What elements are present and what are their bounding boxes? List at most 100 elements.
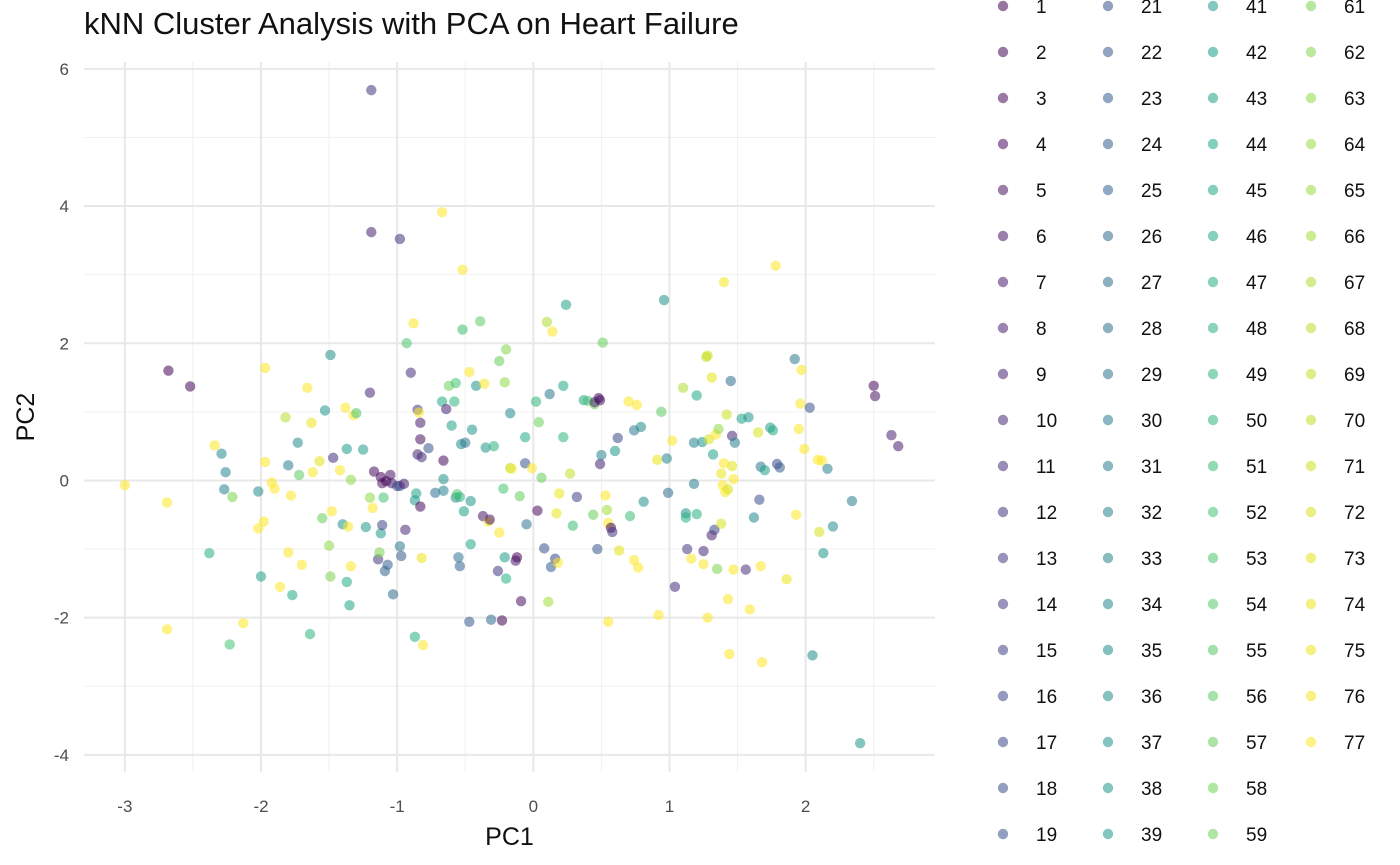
data-point (446, 420, 457, 431)
legend-key (997, 414, 1009, 426)
legend-label: 67 (1344, 273, 1365, 294)
data-point (653, 609, 664, 621)
data-point (707, 449, 719, 460)
legend-key (1305, 460, 1317, 472)
data-point (680, 512, 692, 523)
legend-label: 75 (1344, 641, 1365, 662)
data-point (417, 639, 429, 651)
data-point (227, 491, 238, 503)
legend-key (1102, 276, 1114, 288)
data-point (357, 444, 369, 455)
data-point (292, 437, 303, 448)
data-point (632, 562, 644, 573)
data-point (119, 480, 131, 491)
data-point (748, 512, 760, 523)
legend-key (997, 138, 1009, 150)
data-point (253, 486, 264, 497)
axis-labels: -3 -2 -1 0 1 2 -4 -2 0 2 4 6 (54, 60, 811, 816)
data-point (601, 504, 613, 516)
data-point (500, 344, 512, 355)
legend-key (997, 0, 1009, 12)
legend-label: 42 (1246, 43, 1267, 64)
data-point (691, 390, 702, 401)
legend-label: 43 (1246, 89, 1267, 110)
data-point (344, 600, 355, 611)
legend-key (1102, 552, 1114, 564)
legend-label: 61 (1344, 0, 1365, 18)
data-point (713, 423, 724, 435)
data-point (571, 491, 583, 503)
legend-label: 37 (1141, 733, 1162, 754)
legend-key (1102, 414, 1114, 426)
data-point (366, 226, 377, 238)
legend-label: 39 (1141, 825, 1162, 846)
data-point (536, 472, 547, 483)
data-point (728, 564, 739, 575)
data-point (594, 458, 606, 470)
legend: 1234567891011121314151617181921222324252… (997, 0, 1366, 846)
legend-label: 7 (1036, 273, 1047, 294)
legend-label: 8 (1036, 319, 1047, 340)
legend-key (1207, 690, 1219, 702)
data-point (484, 514, 495, 525)
data-point (367, 502, 378, 514)
legend-key (1207, 368, 1219, 380)
data-point (600, 490, 611, 501)
data-point (725, 375, 736, 387)
data-point (662, 487, 674, 499)
data-point (458, 506, 470, 517)
legend-key (1207, 552, 1219, 564)
data-point (790, 509, 802, 520)
data-point (886, 429, 897, 441)
legend-key (1102, 368, 1114, 380)
legend-key (1305, 322, 1317, 334)
legend-label: 10 (1036, 411, 1057, 432)
data-point (385, 469, 396, 481)
legend-label: 64 (1344, 135, 1366, 156)
data-point (413, 407, 425, 418)
legend-key (1207, 414, 1219, 426)
x-tick-label: -3 (117, 797, 132, 816)
data-point (314, 456, 325, 467)
data-point (163, 365, 174, 376)
x-axis-title: PC1 (485, 823, 534, 851)
data-point (541, 316, 553, 328)
legend-label: 24 (1141, 135, 1163, 156)
y-tick-label: 4 (60, 197, 69, 216)
data-point (283, 460, 294, 471)
legend-label: 69 (1344, 365, 1365, 386)
legend-key (1102, 506, 1114, 518)
legend-label: 68 (1344, 319, 1365, 340)
data-point (366, 84, 377, 96)
legend-key (1207, 322, 1219, 334)
legend-label: 52 (1246, 503, 1267, 524)
data-point (551, 508, 562, 519)
data-point (726, 460, 738, 472)
data-point (460, 437, 471, 448)
legend-key (1207, 736, 1219, 748)
legend-label: 6 (1036, 227, 1047, 248)
data-point (488, 440, 500, 452)
legend-label: 36 (1141, 687, 1162, 708)
data-point (416, 552, 427, 564)
legend-key (1102, 230, 1114, 242)
legend-label: 59 (1246, 825, 1267, 846)
data-point (702, 612, 713, 623)
data-point (259, 456, 271, 468)
legend-label: 74 (1344, 595, 1366, 616)
legend-key (997, 276, 1009, 288)
legend-label: 51 (1246, 457, 1267, 478)
data-point (818, 547, 829, 559)
data-point (492, 565, 504, 577)
data-point (539, 543, 550, 554)
data-point (430, 487, 441, 499)
data-point (868, 380, 879, 391)
legend-label: 66 (1344, 227, 1365, 248)
data-point (334, 464, 346, 476)
data-point (287, 589, 298, 601)
data-point (688, 478, 700, 490)
legend-key (997, 460, 1009, 472)
data-point (326, 506, 338, 517)
data-point (661, 453, 672, 464)
data-point (533, 416, 544, 428)
